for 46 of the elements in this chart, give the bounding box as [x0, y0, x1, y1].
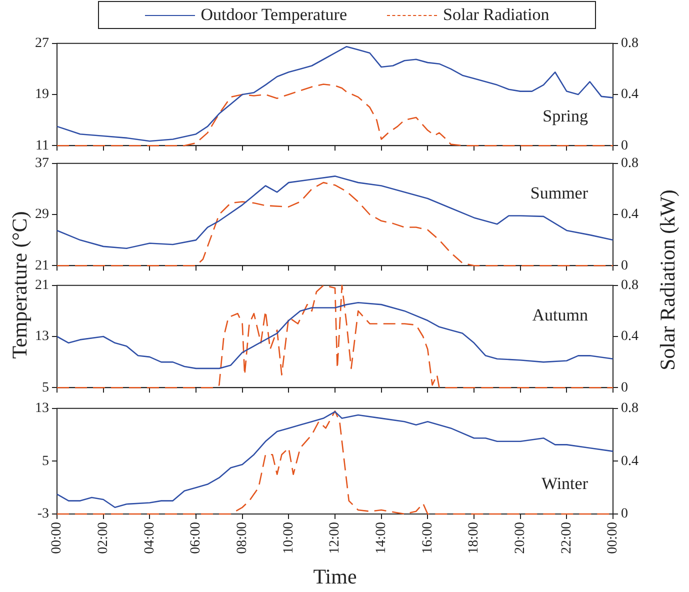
x-tick-label: 00:00: [606, 522, 621, 554]
y2-tick-label: 0.8: [621, 401, 638, 416]
y2-tick-label: 0.8: [621, 36, 638, 52]
y2-tick-label: 0.8: [621, 278, 638, 294]
annotation: Autumn: [532, 306, 588, 325]
legend-label: Outdoor Temperature: [200, 5, 348, 25]
x-tick-label: 04:00: [142, 522, 158, 554]
annotation: Summer: [530, 184, 588, 203]
y-tick-label: 5: [42, 454, 49, 469]
annotation: Winter: [541, 474, 588, 493]
y2-axis-title: Solar Radiation (kW): [656, 190, 680, 370]
y-tick-label: 21: [35, 258, 49, 274]
x-tick-label: 08:00: [235, 522, 250, 554]
y-tick-label: 19: [35, 87, 49, 102]
x-tick-label: 20:00: [513, 522, 528, 554]
y2-tick-label: 0.4: [621, 207, 638, 222]
y2-tick-label: 0: [621, 380, 628, 396]
y2-tick-label: 0: [621, 258, 628, 274]
legend-label: Solar Radiation: [443, 5, 550, 25]
y-tick-label: 11: [36, 138, 49, 154]
y-tick-label: 5: [42, 380, 49, 396]
x-tick-label: 12:00: [328, 522, 343, 554]
x-tick-label: 02:00: [96, 522, 112, 554]
x-tick-label: 18:00: [466, 522, 482, 554]
y-tick-label: 27: [35, 36, 49, 52]
y2-tick-label: 0.8: [621, 156, 638, 172]
y-tick-label: 37: [35, 156, 49, 172]
y-tick-label: 29: [35, 207, 49, 222]
y-tick-label: -3: [37, 506, 49, 522]
x-tick-label: 22:00: [559, 522, 574, 554]
y2-tick-label: 0: [621, 138, 628, 154]
x-tick-label: 16:00: [420, 522, 436, 554]
y-tick-label: 21: [35, 278, 49, 294]
y-axis-title: Temperature (°C): [8, 211, 32, 359]
annotation: Spring: [542, 106, 588, 126]
x-tick-label: 14:00: [374, 522, 390, 554]
y2-tick-label: 0.4: [621, 454, 638, 469]
y-tick-label: 13: [35, 329, 49, 344]
x-axis-title: Time: [313, 564, 357, 590]
y2-tick-label: 0.4: [621, 329, 638, 344]
y2-tick-label: 0.4: [621, 87, 638, 102]
y-tick-label: 13: [35, 401, 49, 416]
x-tick-label: 10:00: [281, 522, 296, 554]
x-tick-label: 00:00: [50, 522, 65, 554]
x-tick-label: 06:00: [188, 522, 204, 554]
y2-tick-label: 0: [621, 506, 628, 522]
